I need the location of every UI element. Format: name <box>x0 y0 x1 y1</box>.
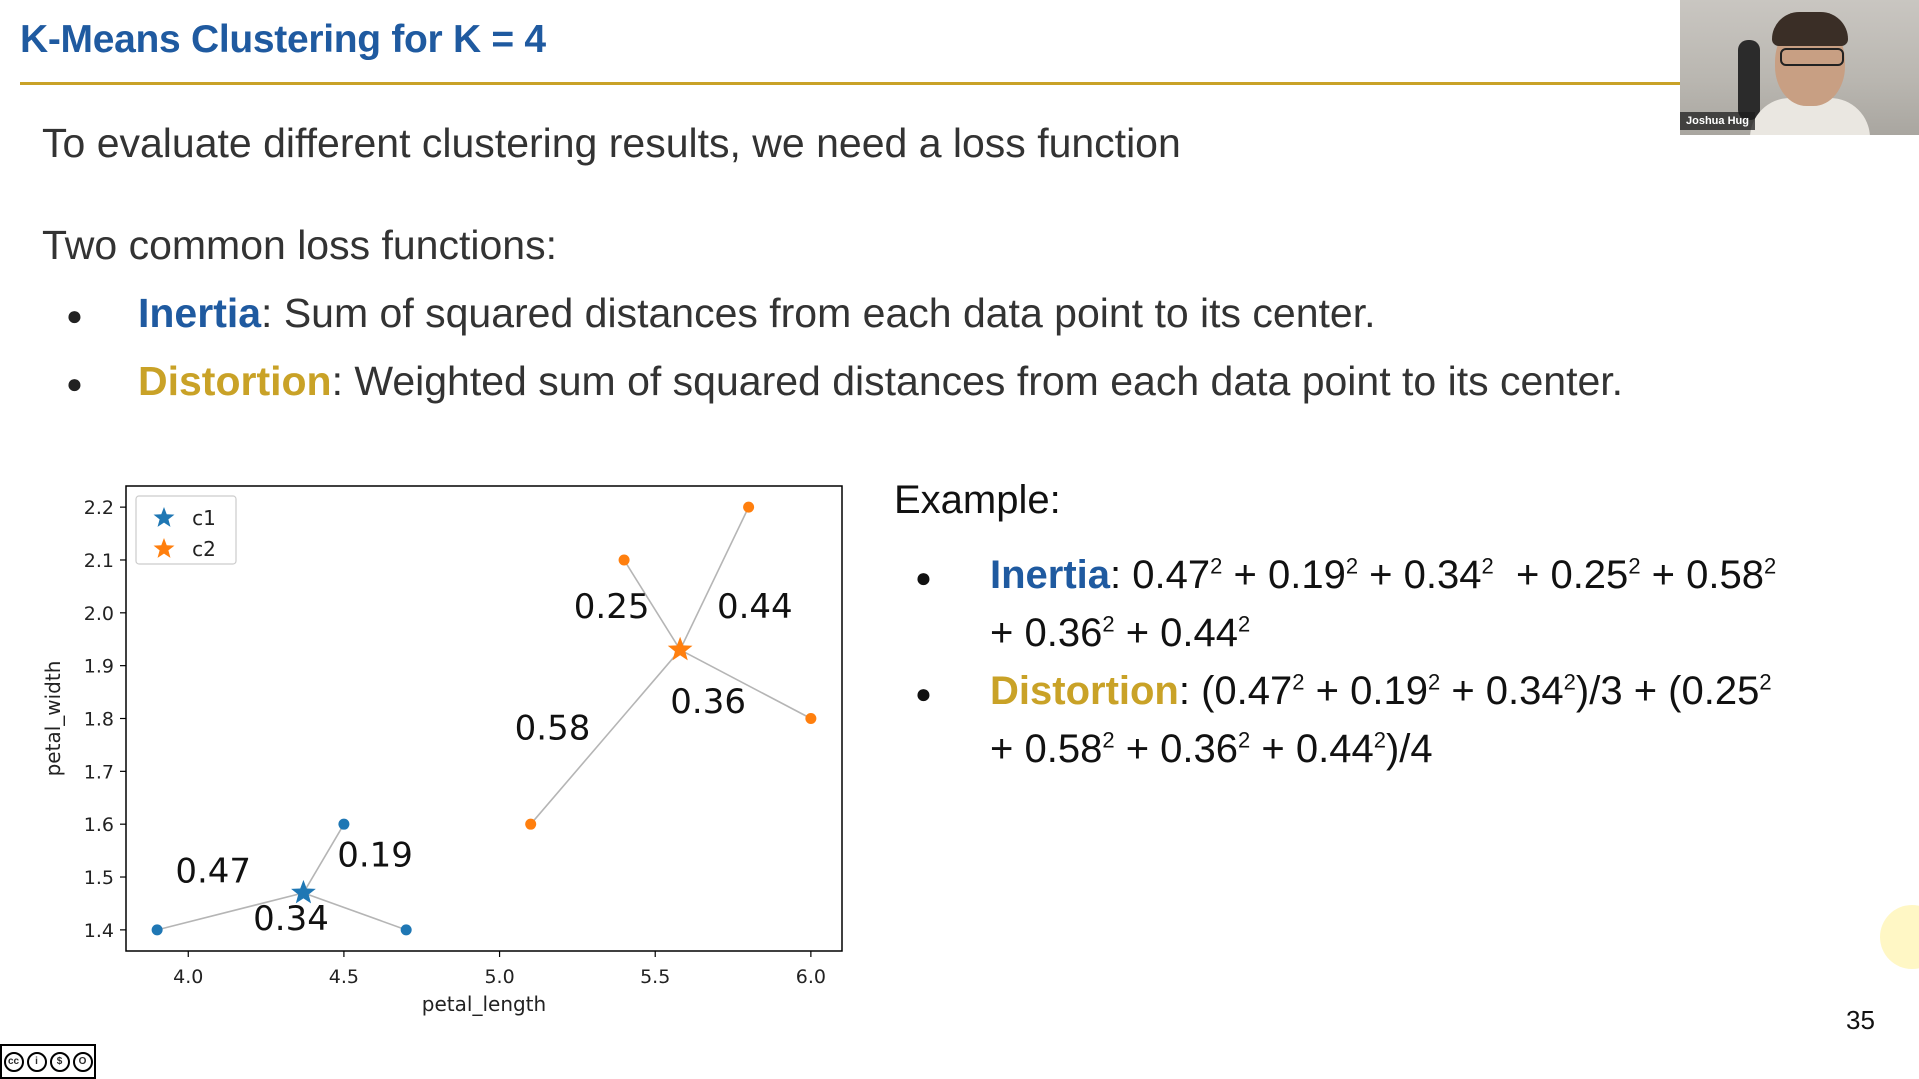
y-axis-label: petal_width <box>41 661 65 777</box>
distance-annotation: 0.58 <box>515 709 591 749</box>
y-tick-label: 2.0 <box>84 603 114 625</box>
distance-line-c1 <box>156 892 304 931</box>
example-distortion-term: Distortion <box>990 669 1179 713</box>
bullet-inertia: Inertia: Sum of squared distances from e… <box>138 290 1376 337</box>
legend-box <box>135 495 237 565</box>
data-point-c1 <box>400 924 412 936</box>
bullet-dot-icon: ● <box>66 300 83 331</box>
inertia-term: Inertia <box>138 290 262 336</box>
data-point-c2 <box>525 818 537 830</box>
example-title: Example: <box>894 478 1061 522</box>
distance-line-c1 <box>303 892 407 931</box>
plot-frame <box>125 485 843 952</box>
distance-annotation: 0.19 <box>337 835 413 875</box>
y-tick-label: 1.6 <box>84 814 114 836</box>
y-tick-label: 2.2 <box>84 497 114 519</box>
data-point-c2 <box>618 554 630 566</box>
y-tick-label: 1.5 <box>84 867 114 889</box>
bullet-dot-icon: ● <box>915 562 932 593</box>
legend-star-c1 <box>153 507 175 527</box>
inertia-definition: : Sum of squared distances from each dat… <box>261 290 1376 336</box>
intro-text: To evaluate different clustering results… <box>42 120 1181 166</box>
webcam-video: Joshua Hug <box>1680 0 1919 135</box>
center-star-c1 <box>291 879 316 904</box>
data-point-c1 <box>151 924 163 936</box>
creative-commons-license-icon: cc i $ O <box>0 1044 96 1079</box>
distance-line-c2 <box>623 559 681 651</box>
bullet-dot-icon: ● <box>66 368 83 399</box>
title-underline <box>20 82 1680 85</box>
x-tick-label: 5.0 <box>484 966 514 988</box>
webcam-name-label: Joshua Hug <box>1680 112 1755 130</box>
distortion-definition: : Weighted sum of squared distances from… <box>331 358 1624 404</box>
presenter-glasses <box>1780 48 1844 66</box>
distance-line-c2 <box>530 649 681 825</box>
y-tick-label: 1.9 <box>84 656 114 678</box>
example-inertia-line-1: Inertia: 0.472 + 0.192 + 0.342 + 0.252 +… <box>990 553 1777 597</box>
kmeans-scatter-chart: 4.0 4.5 5.0 5.5 6.0 1.4 1.5 1.6 1.7 1.8 1.9 2.0 2.1 2… <box>41 485 843 1016</box>
laser-pointer-highlight <box>1880 905 1919 969</box>
y-tick-label: 1.4 <box>84 920 114 942</box>
data-point-c2 <box>743 501 755 513</box>
legend-label-c1: c1 <box>192 506 216 530</box>
slide-title: K-Means Clustering for K = 4 <box>20 18 546 61</box>
legend-label-c2: c2 <box>192 537 216 561</box>
x-tick-label: 4.5 <box>329 966 359 988</box>
data-point-c2 <box>805 713 817 724</box>
distance-annotation: 0.44 <box>717 587 793 627</box>
bullet-dot-icon: ● <box>915 678 932 709</box>
center-star-c2 <box>667 636 693 661</box>
data-point-c1 <box>338 818 350 830</box>
example-inertia-line-2: + 0.362 + 0.442 <box>990 611 1251 655</box>
x-tick-label: 4.0 <box>173 966 203 988</box>
bullet-distortion: Distortion: Weighted sum of squared dist… <box>138 358 1623 405</box>
example-distortion-line-2: + 0.582 + 0.362 + 0.442)/4 <box>990 727 1433 771</box>
x-axis-label: petal_length <box>422 992 546 1016</box>
page-number: 35 <box>1846 1005 1875 1035</box>
legend-star-c2 <box>153 538 175 558</box>
distance-line-c2 <box>679 506 750 651</box>
distance-line-c2 <box>679 649 812 720</box>
distance-annotation: 0.47 <box>175 851 251 891</box>
distortion-term: Distortion <box>138 358 332 404</box>
distance-annotation: 0.25 <box>574 587 650 627</box>
chair-shape <box>1738 40 1760 120</box>
example-inertia-term: Inertia <box>990 553 1111 597</box>
y-tick-label: 1.7 <box>84 761 114 783</box>
y-tick-label: 1.8 <box>84 709 114 731</box>
distance-annotation: 0.34 <box>253 899 329 939</box>
y-tick-label: 2.1 <box>84 550 114 572</box>
subheading-text: Two common loss functions: <box>42 222 557 268</box>
distance-annotation: 0.36 <box>670 682 746 722</box>
x-tick-label: 6.0 <box>796 966 826 988</box>
distance-line-c1 <box>302 823 345 894</box>
example-distortion-line-1: Distortion: (0.472 + 0.192 + 0.342)/3 + … <box>990 669 1772 713</box>
x-tick-label: 5.5 <box>640 966 670 988</box>
presenter-hair <box>1772 12 1848 46</box>
